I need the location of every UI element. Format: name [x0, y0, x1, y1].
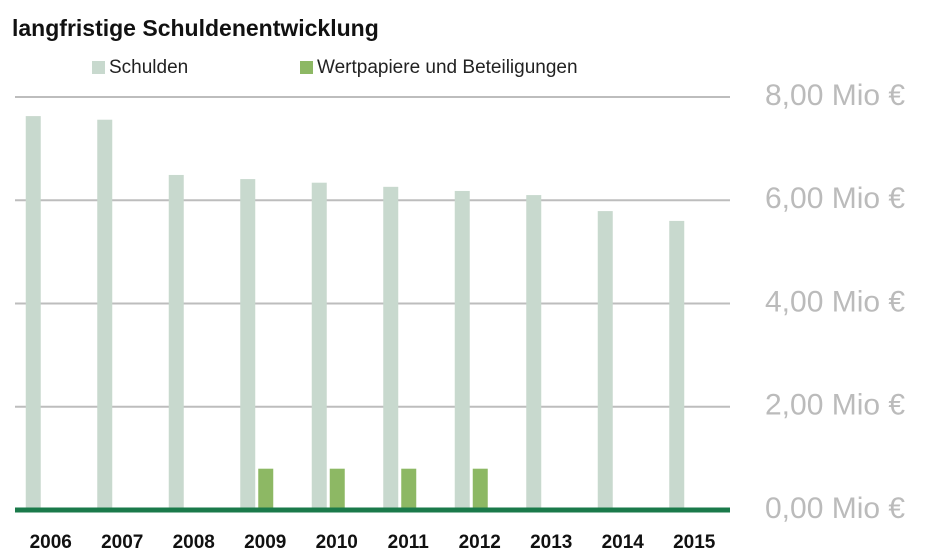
- bar: [168, 174, 184, 511]
- y-tick-label: 8,00 Mio €: [765, 79, 905, 112]
- bar: [25, 116, 41, 510]
- bar: [526, 195, 542, 510]
- legend-label: Schulden: [109, 57, 188, 78]
- legend-swatch: [300, 61, 313, 74]
- x-tick-label: 2011: [388, 532, 430, 553]
- y-tick-label: 0,00 Mio €: [765, 492, 905, 525]
- y-tick-label: 2,00 Mio €: [765, 389, 905, 422]
- bar: [311, 182, 327, 510]
- bar: [383, 186, 399, 510]
- x-tick-label: 2013: [530, 532, 572, 553]
- bar: [329, 468, 345, 510]
- chart-title: langfristige Schuldenentwicklung: [12, 15, 379, 41]
- bar: [597, 211, 613, 510]
- x-tick-label: 2015: [673, 532, 716, 553]
- x-tick-label: 2006: [30, 532, 72, 553]
- y-tick-label: 4,00 Mio €: [765, 285, 905, 318]
- bar: [472, 468, 488, 510]
- bar: [240, 179, 256, 511]
- bar: [401, 468, 417, 510]
- bar: [258, 468, 274, 510]
- x-tick-label: 2010: [316, 532, 358, 553]
- legend-swatch: [92, 61, 105, 74]
- bar: [97, 119, 113, 510]
- y-tick-label: 6,00 Mio €: [765, 182, 905, 215]
- x-tick-label: 2009: [244, 532, 286, 553]
- legend-label: Wertpapiere und Beteiligungen: [317, 57, 578, 78]
- x-tick-label: 2007: [101, 532, 143, 553]
- x-tick-label: 2008: [173, 532, 215, 553]
- bar: [454, 190, 470, 510]
- x-tick-label: 2012: [459, 532, 501, 553]
- bar: [669, 220, 685, 510]
- x-tick-label: 2014: [602, 532, 645, 553]
